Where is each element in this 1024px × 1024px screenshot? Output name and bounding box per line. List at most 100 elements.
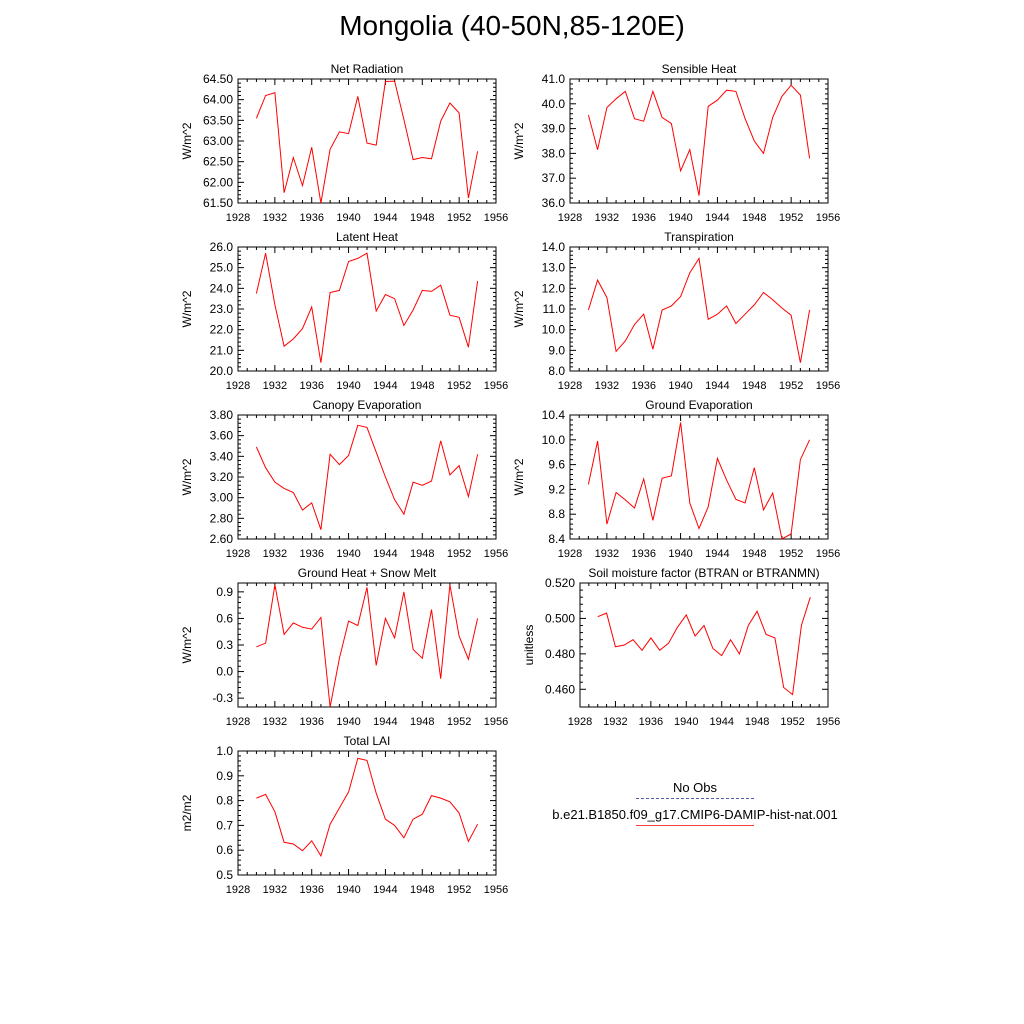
chart-panel-4: Canopy Evaporation W/m^2 1928 1932 1936 1940 1… [180,398,508,560]
x-tick-label: 1936 [631,548,655,560]
series-line-0 [587,84,811,196]
x-tick-label: 1948 [410,380,434,392]
x-tick-label: 1928 [226,884,250,896]
chart-title: Ground Evaporation [645,398,752,412]
x-tick-label: 1936 [299,884,323,896]
x-tick-label: 1928 [558,380,582,392]
y-tick-label: 63.00 [203,134,233,148]
x-tick-label: 1936 [299,212,323,224]
y-tick-label: 3.40 [210,449,234,463]
y-tick-label: 0.480 [545,647,575,661]
x-tick-label: 1956 [816,716,840,728]
y-axis-label: W/m^2 [512,122,526,159]
y-tick-label: 24.0 [210,281,234,295]
x-tick-label: 1940 [336,884,360,896]
x-tick-label: 1948 [742,212,766,224]
x-tick-label: 1932 [603,716,627,728]
x-tick-label: 1940 [674,716,698,728]
y-tick-label: 63.50 [203,113,233,127]
plot-frame [237,246,497,372]
x-tick-label: 1952 [779,380,803,392]
chart-panel-2: Latent Heat W/m^2 1928 1932 1936 1940 1944 1948… [180,230,508,392]
y-tick-label: 62.50 [203,155,233,169]
x-tick-label: 1928 [226,716,250,728]
x-tick-label: 1932 [263,716,287,728]
chart-title: Sensible Heat [662,62,737,76]
y-axis-label: W/m^2 [180,626,194,663]
x-tick-label: 1928 [568,716,592,728]
x-tick-label: 1948 [745,716,769,728]
y-tick-label: 61.50 [203,196,233,210]
series-line-0 [256,584,479,708]
y-tick-label: 25.0 [210,261,234,275]
y-tick-label: 23.0 [210,302,234,316]
y-tick-label: 3.80 [210,408,234,422]
x-tick-label: 1952 [780,716,804,728]
x-tick-label: 1940 [336,716,360,728]
plot-frame [237,750,497,876]
x-tick-label: 1932 [263,212,287,224]
y-tick-label: 37.0 [542,171,566,185]
chart-panel-1: Sensible Heat W/m^2 1928 1932 1936 1940 1944 19… [512,62,840,224]
x-tick-label: 1956 [816,212,840,224]
y-tick-label: 0.9 [216,585,233,599]
x-tick-label: 1940 [336,212,360,224]
x-tick-label: 1952 [447,884,471,896]
plot-frame [237,582,497,708]
x-tick-label: 1948 [410,548,434,560]
x-tick-label: 1952 [779,548,803,560]
chart-title: Total LAI [344,734,391,748]
series-line-0 [587,422,811,540]
x-tick-label: 1952 [447,380,471,392]
x-tick-label: 1936 [299,380,323,392]
x-tick-label: 1956 [816,380,840,392]
chart-title: Transpiration [664,230,734,244]
x-tick-label: 1952 [447,548,471,560]
x-tick-label: 1932 [263,548,287,560]
y-tick-label: 0.3 [216,638,233,652]
x-tick-label: 1932 [263,380,287,392]
y-tick-label: 0.7 [216,818,233,832]
x-tick-label: 1928 [558,548,582,560]
y-tick-label: 41.0 [542,72,566,86]
chart-title: Soil moisture factor (BTRAN or BTRANMN) [588,566,819,580]
y-tick-label: 26.0 [210,240,234,254]
x-tick-label: 1940 [336,548,360,560]
y-tick-label: 0.520 [545,576,575,590]
y-tick-label: 3.20 [210,470,234,484]
x-tick-label: 1944 [705,212,729,224]
y-axis-label: unitless [522,625,536,666]
series-line-0 [255,80,479,204]
chart-panel-0: Net Radiation W/m^2 1928 1932 1936 1940 1944 19… [180,62,508,224]
y-tick-label: 10.0 [542,323,566,337]
y-axis-label: W/m^2 [180,290,194,327]
y-axis-label: W/m^2 [180,458,194,495]
x-tick-label: 1936 [639,716,663,728]
x-tick-label: 1936 [299,548,323,560]
x-tick-label: 1944 [373,212,397,224]
plot-frame [569,414,829,540]
x-tick-label: 1944 [373,548,397,560]
legend-line-no-obs [636,798,754,799]
chart-panel-5: Ground Evaporation W/m^2 1928 1932 1936 1940 1… [512,398,840,560]
y-tick-label: 2.80 [210,511,234,525]
y-tick-label: 1.0 [216,744,233,758]
x-tick-label: 1944 [705,548,729,560]
y-tick-label: 2.60 [210,532,234,546]
y-axis-label: W/m^2 [180,122,194,159]
chart-panel-6: Ground Heat + Snow Melt W/m^2 1928 1932 1936… [180,566,508,728]
x-tick-label: 1936 [631,380,655,392]
x-tick-label: 1932 [595,212,619,224]
y-tick-label: 8.8 [548,507,565,521]
y-tick-label: 0.6 [216,843,233,857]
x-tick-label: 1948 [410,884,434,896]
series-line-0 [597,597,811,696]
y-tick-label: 12.0 [542,281,566,295]
x-tick-label: 1944 [373,884,397,896]
x-tick-label: 1944 [705,380,729,392]
y-tick-label: 0.8 [216,794,233,808]
y-tick-label: 62.00 [203,175,233,189]
x-tick-label: 1956 [484,716,508,728]
x-tick-label: 1948 [410,212,434,224]
chart-panel-7: Soil moisture factor (BTRAN or BTRANMN) u… [522,566,840,728]
